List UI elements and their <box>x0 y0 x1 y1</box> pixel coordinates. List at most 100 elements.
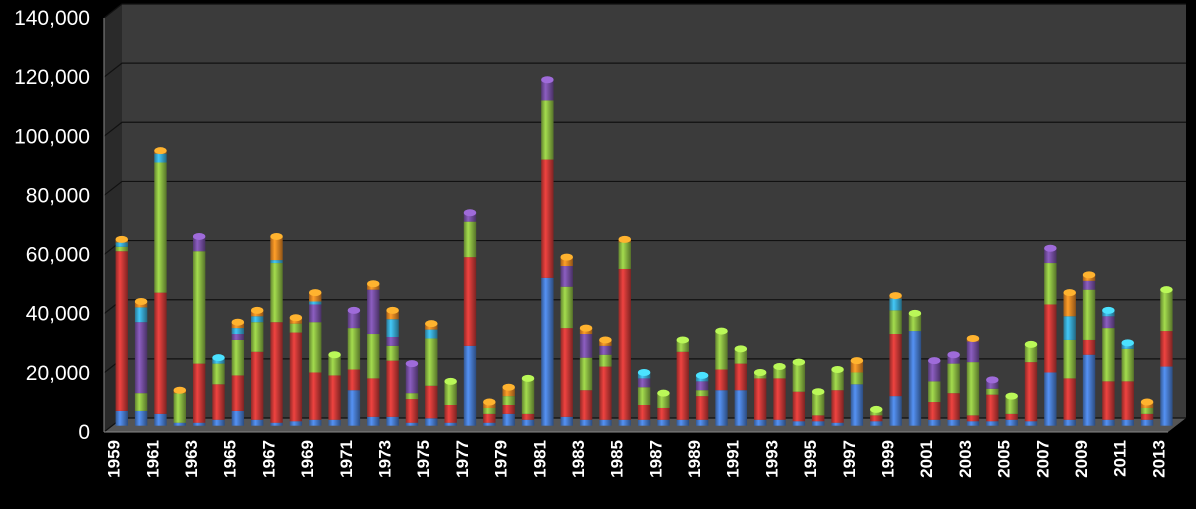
bar-segment <box>231 328 245 335</box>
bar-stack <box>521 374 535 426</box>
bar-segment <box>541 100 554 160</box>
bar-segment <box>1121 348 1134 382</box>
bar-segment <box>1063 316 1076 340</box>
bar-cap <box>792 358 806 366</box>
bar-stack <box>1063 289 1076 426</box>
bar-segment <box>270 260 283 264</box>
bar-segment <box>1063 378 1076 420</box>
x-tick-label: 1961 <box>143 440 162 478</box>
bar-segment <box>986 379 999 389</box>
bar-segment <box>386 319 399 337</box>
bar-segment <box>560 257 573 267</box>
bar-segment <box>328 375 341 420</box>
bar-stack <box>270 232 283 426</box>
y-tick-label: 140,000 <box>14 7 90 30</box>
x-tick-label: 1965 <box>221 440 240 478</box>
bar-segment <box>386 360 399 417</box>
bar-segment <box>463 345 477 426</box>
bar-segment <box>347 310 361 329</box>
bar-segment <box>347 390 361 426</box>
x-tick-label: 2001 <box>917 440 936 478</box>
bar-stack <box>212 354 225 426</box>
bar-stack <box>695 371 709 426</box>
bar-cap <box>676 336 689 344</box>
bar-segment <box>367 289 380 335</box>
bar-segment <box>192 236 206 252</box>
bar-segment <box>676 351 689 420</box>
bar-segment <box>792 421 806 426</box>
bar-segment <box>386 416 399 426</box>
bar-segment <box>966 415 980 422</box>
bar-segment <box>1160 289 1173 332</box>
bar-segment <box>986 421 999 426</box>
bar-segment <box>831 390 844 423</box>
bar-segment <box>1044 372 1057 426</box>
bar-stack <box>792 358 806 426</box>
bar-segment <box>695 390 709 397</box>
bar-segment <box>831 369 844 391</box>
bar-cap <box>753 368 767 376</box>
bar-segment <box>270 263 283 323</box>
bar-stack <box>1005 392 1018 426</box>
bar-segment <box>928 381 941 403</box>
x-tick-label: 2007 <box>1033 440 1052 478</box>
x-tick-label: 1959 <box>105 440 124 478</box>
bar-segment <box>425 338 438 386</box>
bar-segment <box>1102 328 1115 382</box>
y-tick-label: 0 <box>78 421 90 444</box>
bar-segment <box>637 378 651 388</box>
bar-segment <box>734 390 748 426</box>
bar-segment <box>1140 407 1154 414</box>
bar-segment <box>192 422 206 426</box>
bar-segment <box>405 422 419 426</box>
bar-stack <box>831 366 844 426</box>
bar-stack <box>115 235 128 426</box>
bar-segment <box>1024 362 1038 422</box>
bar-cap <box>405 360 419 368</box>
bar-segment <box>115 410 128 426</box>
x-tick-label: 1999 <box>878 440 897 478</box>
bar-segment <box>753 378 767 420</box>
bar-segment <box>966 362 980 416</box>
bar-cap <box>173 386 186 394</box>
bar-segment <box>212 363 225 385</box>
bar-cap <box>521 374 535 382</box>
bar-segment <box>521 378 535 414</box>
bar-segment <box>463 212 477 222</box>
bar-segment <box>1005 396 1018 414</box>
bar-segment <box>773 366 786 379</box>
bar-segment <box>792 391 806 422</box>
bar-segment <box>599 345 612 355</box>
bar-segment <box>347 369 361 391</box>
bar-stack <box>715 327 728 426</box>
bar-cap <box>309 289 322 297</box>
bar-cap <box>850 357 864 365</box>
bar-segment <box>270 322 283 423</box>
bar-cap <box>192 232 206 240</box>
x-tick-label: 1995 <box>801 440 820 478</box>
bar-segment <box>657 393 670 408</box>
bar-segment <box>425 385 438 419</box>
bar-stack <box>1140 398 1154 426</box>
bar-segment <box>251 322 264 352</box>
bar-cap <box>560 253 573 261</box>
bar-segment <box>173 393 186 423</box>
bar-segment <box>812 415 825 422</box>
bar-segment <box>947 393 960 420</box>
bar-segment <box>1044 304 1057 373</box>
bar-stack <box>676 336 689 426</box>
bar-segment <box>231 334 245 340</box>
bar-cap <box>386 306 399 314</box>
bar-segment <box>328 419 341 426</box>
bar-segment <box>618 268 631 420</box>
bar-segment <box>386 345 399 361</box>
bar-segment <box>928 360 941 382</box>
bar-segment <box>483 413 496 423</box>
x-tick-label: 1973 <box>376 440 395 478</box>
bar-segment <box>425 329 438 339</box>
bar-segment <box>1024 344 1038 363</box>
bar-segment <box>1063 419 1076 426</box>
bar-stack <box>386 306 399 426</box>
plot-area <box>104 4 1186 432</box>
bar-segment <box>405 393 419 400</box>
